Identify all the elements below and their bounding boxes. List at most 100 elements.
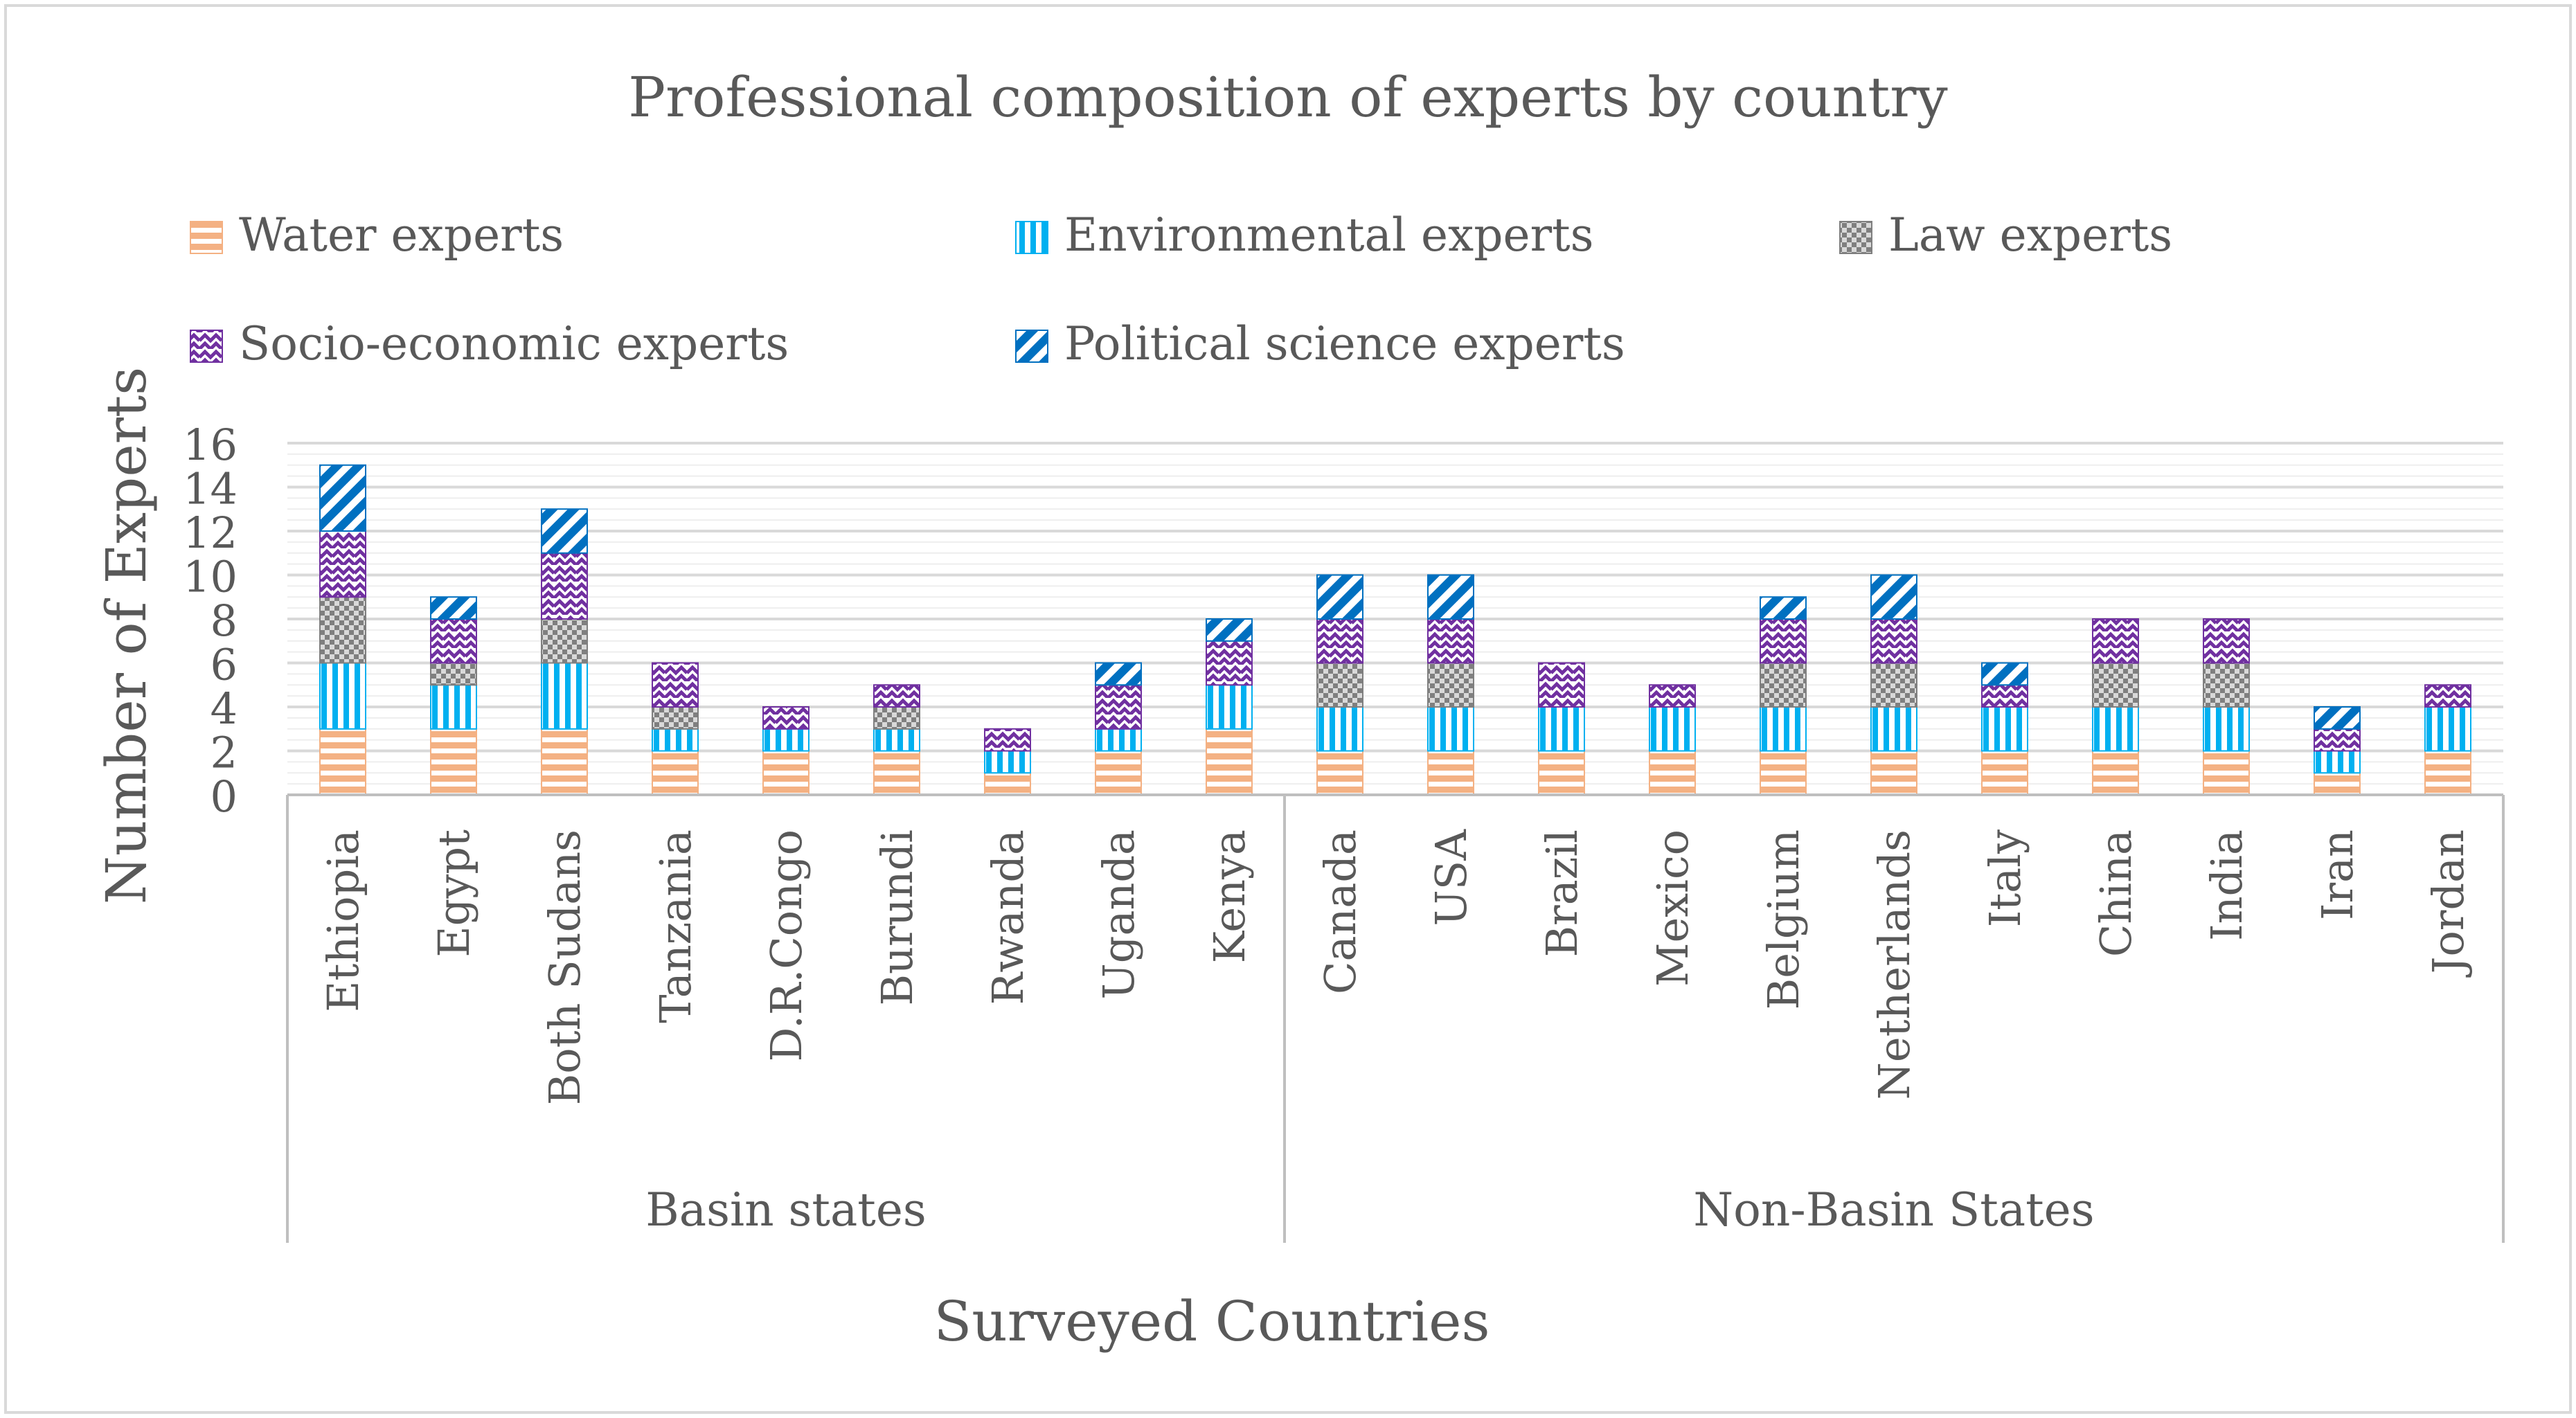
x-tick-label-brazil: Brazil: [1537, 829, 1587, 958]
bar-rwanda-water-experts: [984, 772, 1031, 796]
bar-belgium-environmental-experts: [1760, 706, 1807, 752]
bar-canada-law-experts: [1316, 662, 1363, 708]
legend-swatch: [1839, 221, 1872, 254]
y-tick-label: 16: [183, 420, 238, 470]
x-tick-label-ethiopia: Ethiopia: [318, 829, 368, 1012]
bar-jordan-environmental-experts: [2424, 706, 2471, 752]
bar-uganda-socio-economic-experts: [1095, 684, 1142, 730]
bar-tanzania-water-experts: [652, 750, 699, 796]
legend-label: Law experts: [1888, 208, 2172, 262]
bar-uganda-water-experts: [1095, 750, 1142, 796]
bar-mexico-socio-economic-experts: [1649, 684, 1696, 708]
bar-d-r-congo-water-experts: [762, 750, 810, 796]
bar-burundi-socio-economic-experts: [873, 684, 920, 708]
x-tick-label-uganda: Uganda: [1093, 829, 1144, 1000]
x-tick-label-italy: Italy: [1980, 829, 2030, 927]
bar-both-sudans-socio-economic-experts: [541, 552, 588, 620]
bar-egypt-environmental-experts: [430, 684, 477, 730]
y-tick-label: 8: [211, 595, 238, 646]
bar-rwanda-environmental-experts: [984, 750, 1031, 774]
bar-italy-water-experts: [1981, 750, 2028, 796]
group-labels: Basin states Non-Basin States: [645, 1183, 2094, 1237]
x-tick-label-india: India: [2201, 829, 2252, 941]
x-tick-label-china: China: [2091, 829, 2141, 957]
bar-brazil-environmental-experts: [1538, 706, 1585, 752]
bar-india-law-experts: [2203, 662, 2250, 708]
bar-both-sudans-water-experts: [541, 728, 588, 796]
x-tick-label-d-r-congo: D.R.Congo: [761, 829, 812, 1061]
legend-label: Political science experts: [1064, 317, 1625, 370]
x-tick-label-both-sudans: Both Sudans: [539, 829, 590, 1105]
bar-kenya-political-science-experts: [1206, 618, 1253, 642]
x-tick-label-netherlands: Netherlands: [1869, 829, 1920, 1100]
bar-brazil-water-experts: [1538, 750, 1585, 796]
bar-netherlands-law-experts: [1870, 662, 1917, 708]
bar-burundi-environmental-experts: [873, 728, 920, 752]
y-tick-label: 4: [211, 683, 238, 734]
chart-title: Professional composition of experts by c…: [628, 65, 1948, 129]
legend-item-law-experts: Law experts: [1839, 208, 2172, 262]
group-label-basin-states: Basin states: [645, 1183, 927, 1237]
bar-iran-environmental-experts: [2314, 750, 2361, 774]
bar-canada-political-science-experts: [1316, 574, 1363, 620]
legend: Water experts Environmental experts Law ex…: [190, 208, 2172, 370]
legend-swatch: [190, 221, 223, 254]
bar-egypt-political-science-experts: [430, 596, 477, 620]
bar-usa-law-experts: [1427, 662, 1474, 708]
bar-usa-political-science-experts: [1427, 574, 1474, 620]
x-tick-labels: Ethiopia Egypt Both Sudans Tanzania D.R.Cong…: [318, 829, 2474, 1105]
bars: [319, 464, 2471, 796]
y-tick-label: 14: [183, 464, 238, 514]
bar-italy-environmental-experts: [1981, 706, 2028, 752]
x-tick-label-tanzania: Tanzania: [650, 829, 701, 1023]
bar-china-environmental-experts: [2092, 706, 2139, 752]
bar-egypt-water-experts: [430, 728, 477, 796]
bar-jordan-socio-economic-experts: [2424, 684, 2471, 708]
bar-mexico-water-experts: [1649, 750, 1696, 796]
legend-swatch: [1015, 330, 1048, 363]
y-tick-label: 12: [183, 508, 238, 558]
bar-egypt-law-experts: [430, 662, 477, 686]
x-tick-label-jordan: Jordan: [2423, 829, 2474, 978]
bar-jordan-water-experts: [2424, 750, 2471, 796]
bar-india-environmental-experts: [2203, 706, 2250, 752]
bar-kenya-water-experts: [1206, 728, 1253, 796]
y-tick-label: 10: [183, 552, 238, 602]
bar-china-socio-economic-experts: [2092, 618, 2139, 664]
bar-iran-socio-economic-experts: [2314, 728, 2361, 752]
y-tick-label: 2: [211, 728, 238, 778]
bar-egypt-socio-economic-experts: [430, 618, 477, 664]
legend-label: Water experts: [239, 208, 564, 262]
legend-swatch: [190, 330, 223, 363]
bar-tanzania-environmental-experts: [652, 728, 699, 752]
x-axis-label: Surveyed Countries: [933, 1289, 1490, 1354]
bar-usa-water-experts: [1427, 750, 1474, 796]
bar-china-law-experts: [2092, 662, 2139, 708]
bar-tanzania-socio-economic-experts: [652, 662, 699, 708]
y-axis-label: Number of Experts: [94, 367, 159, 904]
axes: [286, 793, 2505, 1243]
bar-both-sudans-environmental-experts: [541, 662, 588, 730]
x-tick-label-iran: Iran: [2312, 829, 2363, 920]
legend-label: Socio-economic experts: [239, 317, 789, 370]
bar-tanzania-law-experts: [652, 706, 699, 730]
x-tick-label-usa: USA: [1426, 829, 1476, 926]
bar-netherlands-environmental-experts: [1870, 706, 1917, 752]
bar-burundi-water-experts: [873, 750, 920, 796]
bar-burundi-law-experts: [873, 706, 920, 730]
bar-ethiopia-environmental-experts: [319, 662, 366, 730]
bar-netherlands-socio-economic-experts: [1870, 618, 1917, 664]
bar-italy-political-science-experts: [1981, 662, 2028, 686]
bar-ethiopia-socio-economic-experts: [319, 530, 366, 598]
bar-ethiopia-water-experts: [319, 728, 366, 796]
legend-label: Environmental experts: [1064, 208, 1594, 262]
bar-italy-socio-economic-experts: [1981, 684, 2028, 708]
bar-canada-water-experts: [1316, 750, 1363, 796]
bar-canada-socio-economic-experts: [1316, 618, 1363, 664]
bar-netherlands-political-science-experts: [1870, 574, 1917, 620]
group-label-non-basin-states: Non-Basin States: [1693, 1183, 2094, 1237]
bar-netherlands-water-experts: [1870, 750, 1917, 796]
bar-india-socio-economic-experts: [2203, 618, 2250, 664]
